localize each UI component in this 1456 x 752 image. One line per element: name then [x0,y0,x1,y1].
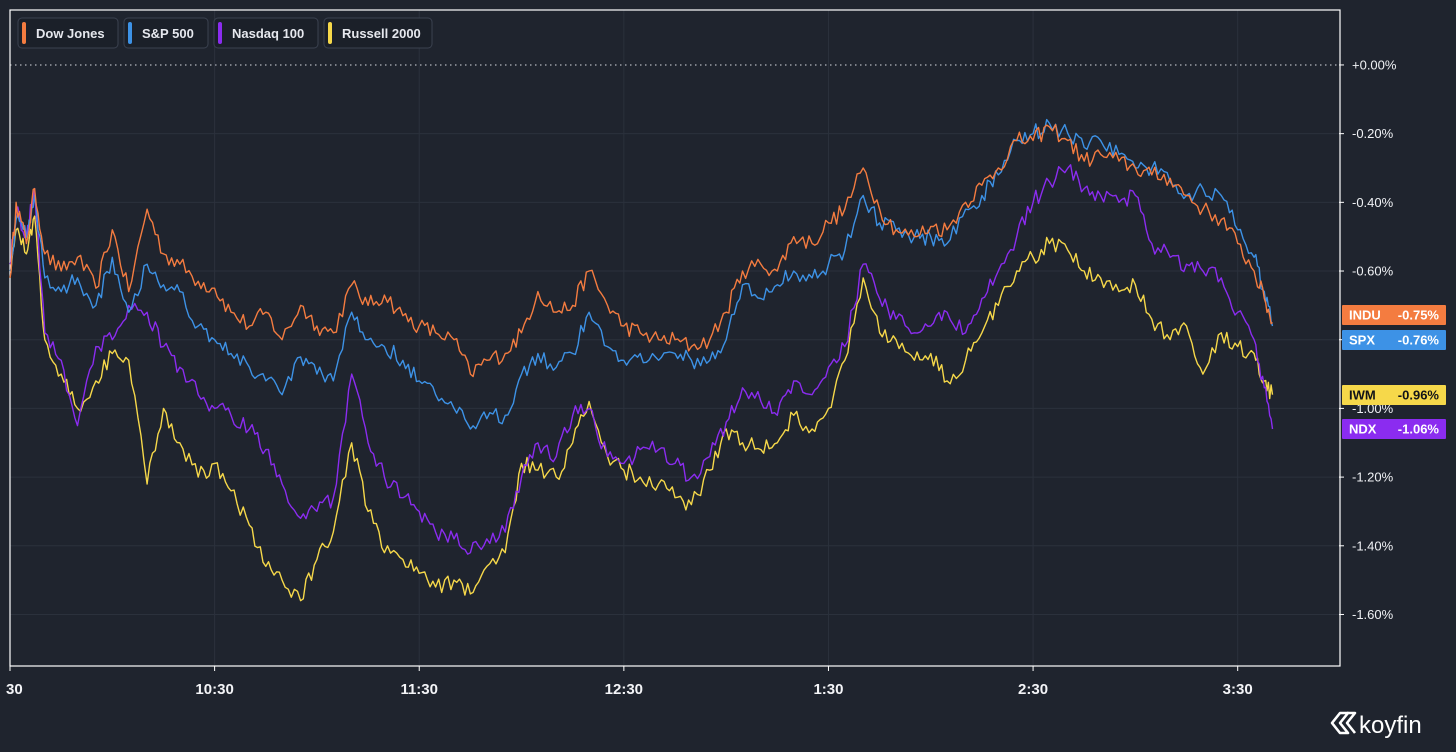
y-tick-label: -1.60% [1352,607,1394,622]
legend-label: S&P 500 [142,26,194,41]
y-tick-label: -0.20% [1352,126,1394,141]
series-line-iwm [9,215,1274,602]
legend-label: Nasdaq 100 [232,26,304,41]
y-tick-label: +0.00% [1352,57,1397,72]
legend-swatch [328,22,332,44]
legend-swatch [128,22,132,44]
tag-ticker: IWM [1349,388,1376,403]
tag-background [1342,385,1446,405]
x-tick-label: 2:30 [1018,681,1048,698]
koyfin-logo-icon [1330,711,1357,735]
x-tick-label: 12:30 [605,681,643,698]
x-tick-label: 10:30 [195,681,233,698]
tag-background [1342,305,1446,325]
brand: koyfin [1330,711,1422,739]
legend-swatch [218,22,222,44]
tag-background [1342,330,1446,350]
x-tick-label: 3:30 [1223,681,1253,698]
tag-value: -0.75% [1398,308,1440,323]
legend-item-background [123,17,209,49]
y-tick-label: -0.60% [1352,264,1394,279]
last-value-tag-indu: INDU -0.75% [1342,305,1446,325]
x-axis: 30 10:30 11:30 12:30 1:30 2:30 3:30 [6,666,1253,698]
legend-item-iwm[interactable]: Russell 2000 [323,17,433,49]
tag-ticker: NDX [1349,422,1377,437]
legend-item-background [323,17,433,49]
last-value-tag-spx: SPX -0.76% [1342,330,1446,350]
legend-swatch [22,22,26,44]
legend-item-background [17,17,119,49]
x-tick-label: 30 [6,681,23,698]
tag-value: -0.96% [1398,388,1440,403]
tag-background [1342,419,1446,439]
y-tick-label: -1.20% [1352,470,1394,485]
tag-value: -1.06% [1398,422,1440,437]
series-layer [9,118,1274,602]
legend-label: Dow Jones [36,26,105,41]
legend[interactable]: Dow Jones S&P 500 Nasdaq 100 Russell 2000 [17,17,433,49]
x-tick-label: 11:30 [400,681,438,698]
legend-label: Russell 2000 [342,26,421,41]
y-tick-label: -0.40% [1352,195,1394,210]
legend-item-indu[interactable]: Dow Jones [17,17,119,49]
plot-frame [9,9,1341,667]
tag-ticker: INDU [1349,308,1381,323]
series-line-indu [9,123,1273,378]
legend-item-spx[interactable]: S&P 500 [123,17,209,49]
legend-item-ndx[interactable]: Nasdaq 100 [213,17,319,49]
y-tick-label: -1.40% [1352,538,1394,553]
last-value-tag-iwm: IWM -0.96% [1342,385,1446,405]
tag-value: -0.76% [1398,333,1440,348]
brand-name: koyfin [1359,712,1422,739]
legend-item-background [213,17,319,49]
series-line-ndx [9,164,1274,555]
last-value-tag-ndx: NDX -1.06% [1342,419,1446,439]
tag-ticker: SPX [1349,333,1375,348]
last-value-tags: INDU -0.75% SPX -0.76% NDX -1.06% IWM -0.96% [1342,305,1446,439]
x-tick-label: 1:30 [813,681,843,698]
